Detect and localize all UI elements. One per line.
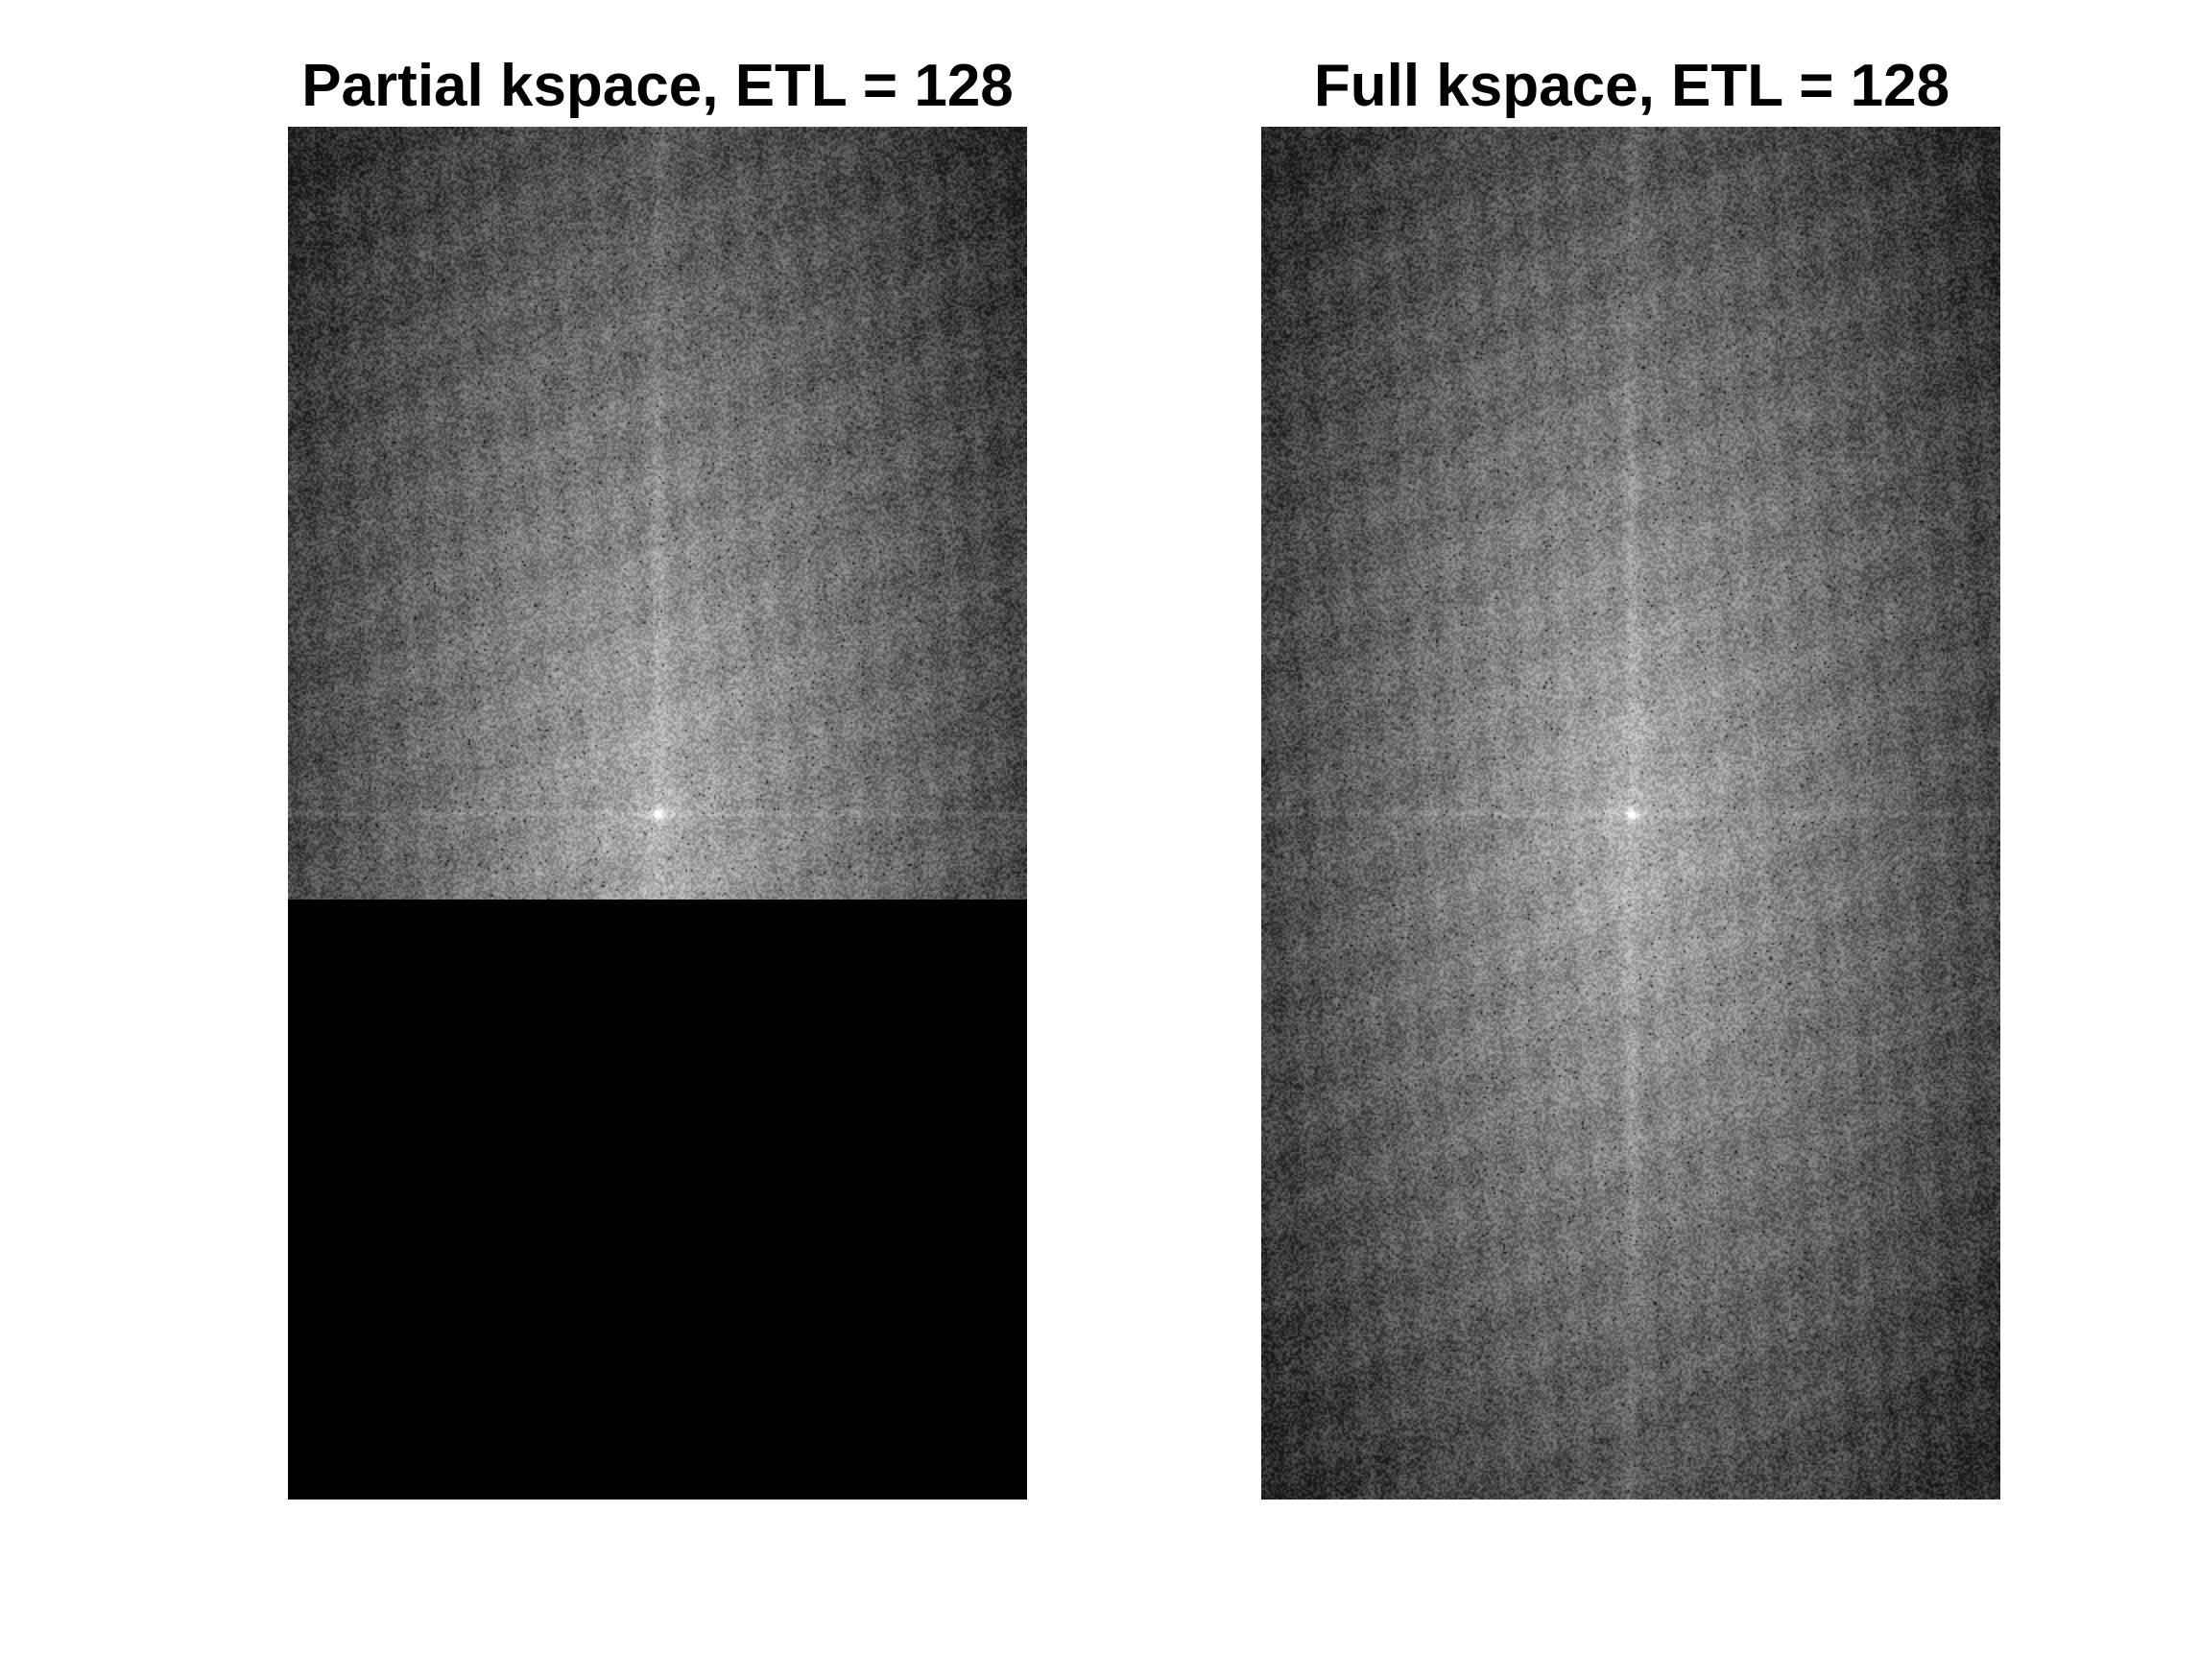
full-kspace-image [1261, 127, 2000, 1500]
partial-kspace-title: Partial kspace, ETL = 128 [301, 53, 1014, 119]
unsampled-kspace-region [288, 900, 1027, 1500]
partial-kspace-image [288, 127, 1027, 1500]
full-kspace-title: Full kspace, ETL = 128 [1313, 53, 1950, 119]
full-kspace-magnitude [1261, 127, 2000, 1500]
